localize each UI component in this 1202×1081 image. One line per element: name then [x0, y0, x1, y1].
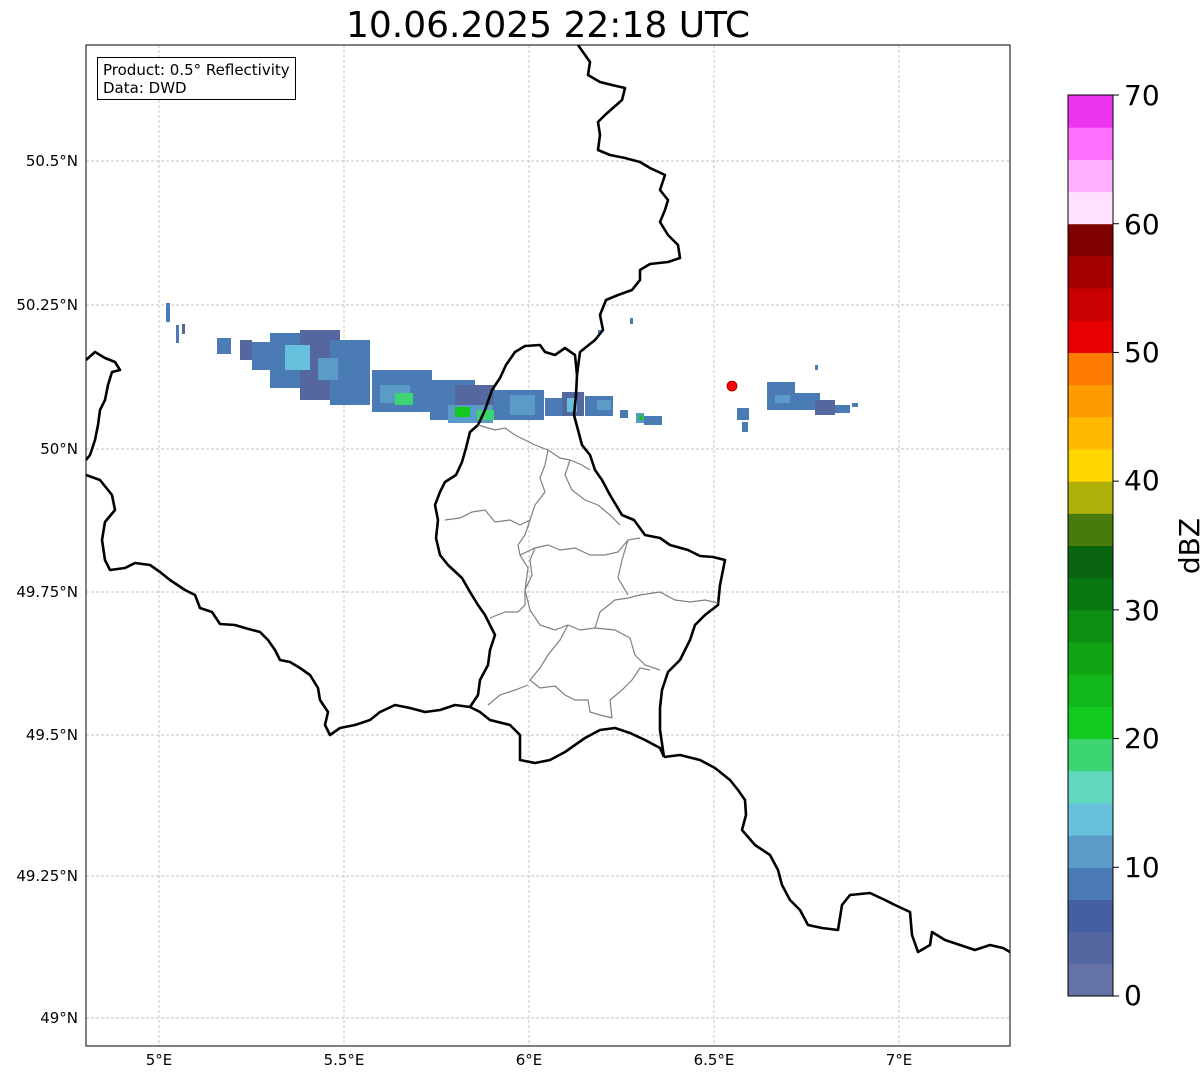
district-boundaries — [444, 424, 719, 719]
radar-echoes — [166, 303, 858, 432]
colorbar-segment — [1068, 931, 1113, 965]
colorbar-segment — [1068, 867, 1113, 900]
lat-tick-label: 49.75°N — [16, 583, 78, 601]
colorbar-frame — [1067, 94, 1114, 997]
colorbar-segment — [1068, 127, 1113, 160]
radar-site-marker — [726, 380, 738, 392]
colorbar-segment — [1068, 738, 1113, 772]
colorbar-segment — [1068, 642, 1113, 675]
map-frame-border — [85, 44, 1011, 1047]
colorbar-segment — [1068, 513, 1113, 546]
lon-tick-label: 5.5°E — [323, 1051, 365, 1069]
lon-tick-label: 5°E — [145, 1051, 173, 1069]
colorbar-segment — [1068, 288, 1113, 321]
colorbar-segment — [1068, 448, 1113, 482]
country-borders — [86, 45, 1010, 954]
lat-tick-label: 49.25°N — [16, 867, 78, 885]
product-label: Product: 0.5° Reflectivity — [103, 61, 290, 79]
map-title: 10.06.2025 22:18 UTC — [345, 5, 751, 46]
colorbar-tick-label: 60 — [1124, 208, 1160, 241]
colorbar-segment — [1068, 674, 1113, 707]
colorbar-segment — [1068, 384, 1113, 418]
colorbar-segment — [1068, 577, 1113, 611]
colorbar-segment — [1068, 95, 1113, 128]
colorbar-tick-label: 0 — [1124, 979, 1142, 1012]
colorbar-segment — [1068, 770, 1113, 804]
gridlines — [86, 45, 1010, 1046]
lon-tick-label: 6.5°E — [693, 1051, 735, 1069]
colorbar-segment — [1068, 835, 1113, 868]
lat-tick-label: 49°N — [40, 1009, 78, 1027]
colorbar-segment — [1068, 609, 1113, 643]
colorbar-tick-label: 10 — [1124, 851, 1160, 884]
lat-tick-label: 50.25°N — [16, 296, 78, 314]
product-info-box: Product: 0.5° Reflectivity Data: DWD — [97, 57, 296, 100]
colorbar-segment — [1068, 802, 1113, 836]
lat-tick-label: 50°N — [40, 440, 78, 458]
colorbar-segment — [1068, 159, 1113, 193]
colorbar-tick-label: 70 — [1124, 79, 1160, 112]
colorbar-segment — [1068, 223, 1113, 257]
lat-tick-label: 50.5°N — [25, 152, 78, 170]
colorbar-segment — [1068, 352, 1113, 386]
colorbar-segment — [1068, 255, 1113, 289]
colorbar-unit-label: dBZ — [1173, 517, 1202, 575]
lon-tick-label: 6°E — [515, 1051, 543, 1069]
colorbar-tick-label: 20 — [1124, 722, 1160, 755]
colorbar-segment — [1068, 545, 1113, 579]
colorbar — [1068, 95, 1113, 997]
colorbar-tick-label: 40 — [1124, 464, 1160, 497]
colorbar-segment — [1068, 963, 1113, 997]
colorbar-segment — [1068, 416, 1113, 450]
colorbar-segment — [1068, 706, 1113, 740]
colorbar-tick-marks — [1113, 94, 1119, 997]
colorbar-segment — [1068, 481, 1113, 514]
data-source-label: Data: DWD — [103, 79, 187, 97]
colorbar-segment — [1068, 899, 1113, 933]
lat-tick-label: 49.5°N — [25, 726, 78, 744]
colorbar-tick-label: 30 — [1124, 594, 1160, 627]
colorbar-segment — [1068, 191, 1113, 225]
lon-tick-label: 7°E — [885, 1051, 913, 1069]
colorbar-tick-label: 50 — [1124, 336, 1160, 369]
colorbar-segment — [1068, 320, 1113, 353]
